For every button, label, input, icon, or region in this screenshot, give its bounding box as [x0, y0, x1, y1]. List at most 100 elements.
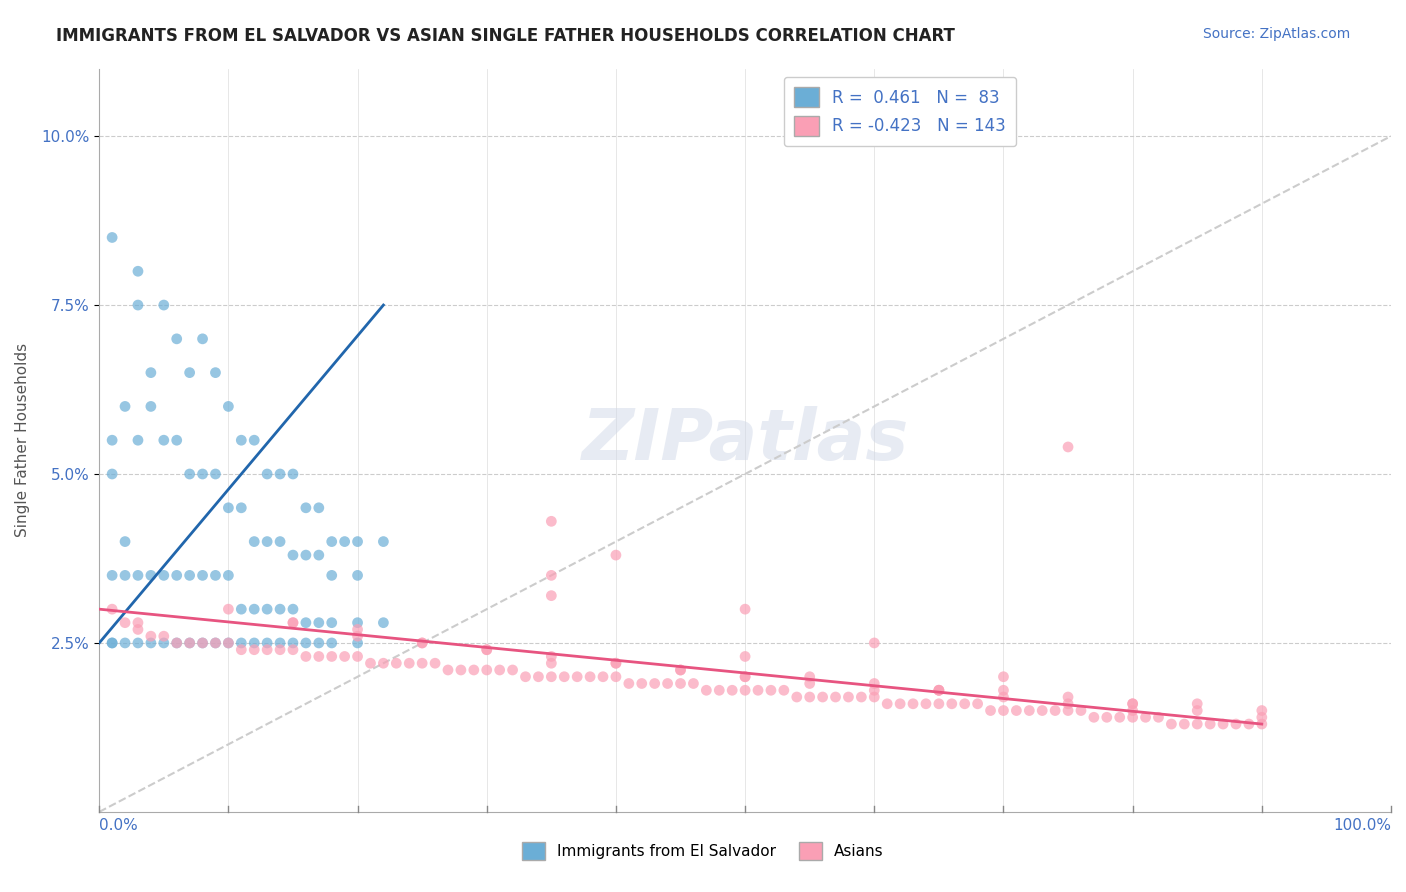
Point	[385, 657, 408, 671]
Point	[281, 548, 304, 562]
Point	[411, 636, 433, 650]
Point	[851, 690, 873, 704]
Point	[605, 657, 627, 671]
Point	[179, 568, 201, 582]
Point	[527, 670, 550, 684]
Point	[373, 534, 395, 549]
Point	[139, 568, 162, 582]
Point	[993, 670, 1015, 684]
Point	[127, 623, 149, 637]
Point	[1031, 704, 1053, 718]
Point	[346, 534, 368, 549]
Text: 0.0%: 0.0%	[100, 818, 138, 833]
Point	[295, 649, 318, 664]
Point	[1173, 717, 1195, 731]
Point	[152, 298, 174, 312]
Point	[243, 602, 266, 616]
Point	[695, 683, 717, 698]
Point	[928, 683, 950, 698]
Point	[191, 568, 214, 582]
Point	[863, 690, 886, 704]
Point	[127, 298, 149, 312]
Text: 100.0%: 100.0%	[1333, 818, 1391, 833]
Point	[617, 676, 640, 690]
Point	[915, 697, 938, 711]
Legend: R =  0.461   N =  83, R = -0.423   N = 143: R = 0.461 N = 83, R = -0.423 N = 143	[785, 77, 1017, 146]
Point	[139, 366, 162, 380]
Point	[281, 602, 304, 616]
Point	[269, 642, 291, 657]
Point	[605, 670, 627, 684]
Point	[269, 534, 291, 549]
Point	[321, 568, 343, 582]
Point	[127, 636, 149, 650]
Point	[889, 697, 911, 711]
Point	[1070, 704, 1092, 718]
Point	[308, 636, 330, 650]
Point	[592, 670, 614, 684]
Legend: Immigrants from El Salvador, Asians: Immigrants from El Salvador, Asians	[516, 836, 890, 866]
Point	[269, 602, 291, 616]
Point	[773, 683, 796, 698]
Point	[1108, 710, 1130, 724]
Point	[928, 683, 950, 698]
Point	[437, 663, 460, 677]
Point	[281, 615, 304, 630]
Point	[837, 690, 859, 704]
Point	[747, 683, 769, 698]
Point	[231, 636, 253, 650]
Point	[1083, 710, 1105, 724]
Point	[980, 704, 1002, 718]
Point	[346, 568, 368, 582]
Point	[152, 629, 174, 643]
Point	[101, 636, 124, 650]
Point	[1122, 697, 1144, 711]
Point	[269, 467, 291, 481]
Point	[463, 663, 485, 677]
Point	[346, 623, 368, 637]
Point	[1147, 710, 1170, 724]
Point	[553, 670, 575, 684]
Point	[721, 683, 744, 698]
Point	[605, 657, 627, 671]
Point	[231, 642, 253, 657]
Point	[1250, 717, 1272, 731]
Point	[876, 697, 898, 711]
Point	[295, 548, 318, 562]
Point	[127, 568, 149, 582]
Point	[256, 642, 278, 657]
Point	[1057, 690, 1080, 704]
Point	[333, 534, 356, 549]
Point	[217, 400, 239, 414]
Point	[1250, 704, 1272, 718]
Point	[127, 434, 149, 448]
Point	[1187, 704, 1209, 718]
Point	[1095, 710, 1118, 724]
Point	[346, 615, 368, 630]
Point	[281, 642, 304, 657]
Point	[1160, 717, 1182, 731]
Point	[734, 670, 756, 684]
Point	[423, 657, 446, 671]
Point	[966, 697, 988, 711]
Point	[398, 657, 420, 671]
Point	[360, 657, 382, 671]
Point	[863, 683, 886, 698]
Point	[114, 568, 136, 582]
Point	[644, 676, 666, 690]
Point	[1057, 704, 1080, 718]
Point	[411, 657, 433, 671]
Point	[114, 534, 136, 549]
Point	[191, 636, 214, 650]
Point	[269, 636, 291, 650]
Point	[567, 670, 589, 684]
Point	[709, 683, 731, 698]
Text: Source: ZipAtlas.com: Source: ZipAtlas.com	[1202, 27, 1350, 41]
Point	[799, 670, 821, 684]
Point	[786, 690, 808, 704]
Point	[114, 615, 136, 630]
Point	[281, 636, 304, 650]
Point	[799, 690, 821, 704]
Point	[179, 467, 201, 481]
Point	[502, 663, 524, 677]
